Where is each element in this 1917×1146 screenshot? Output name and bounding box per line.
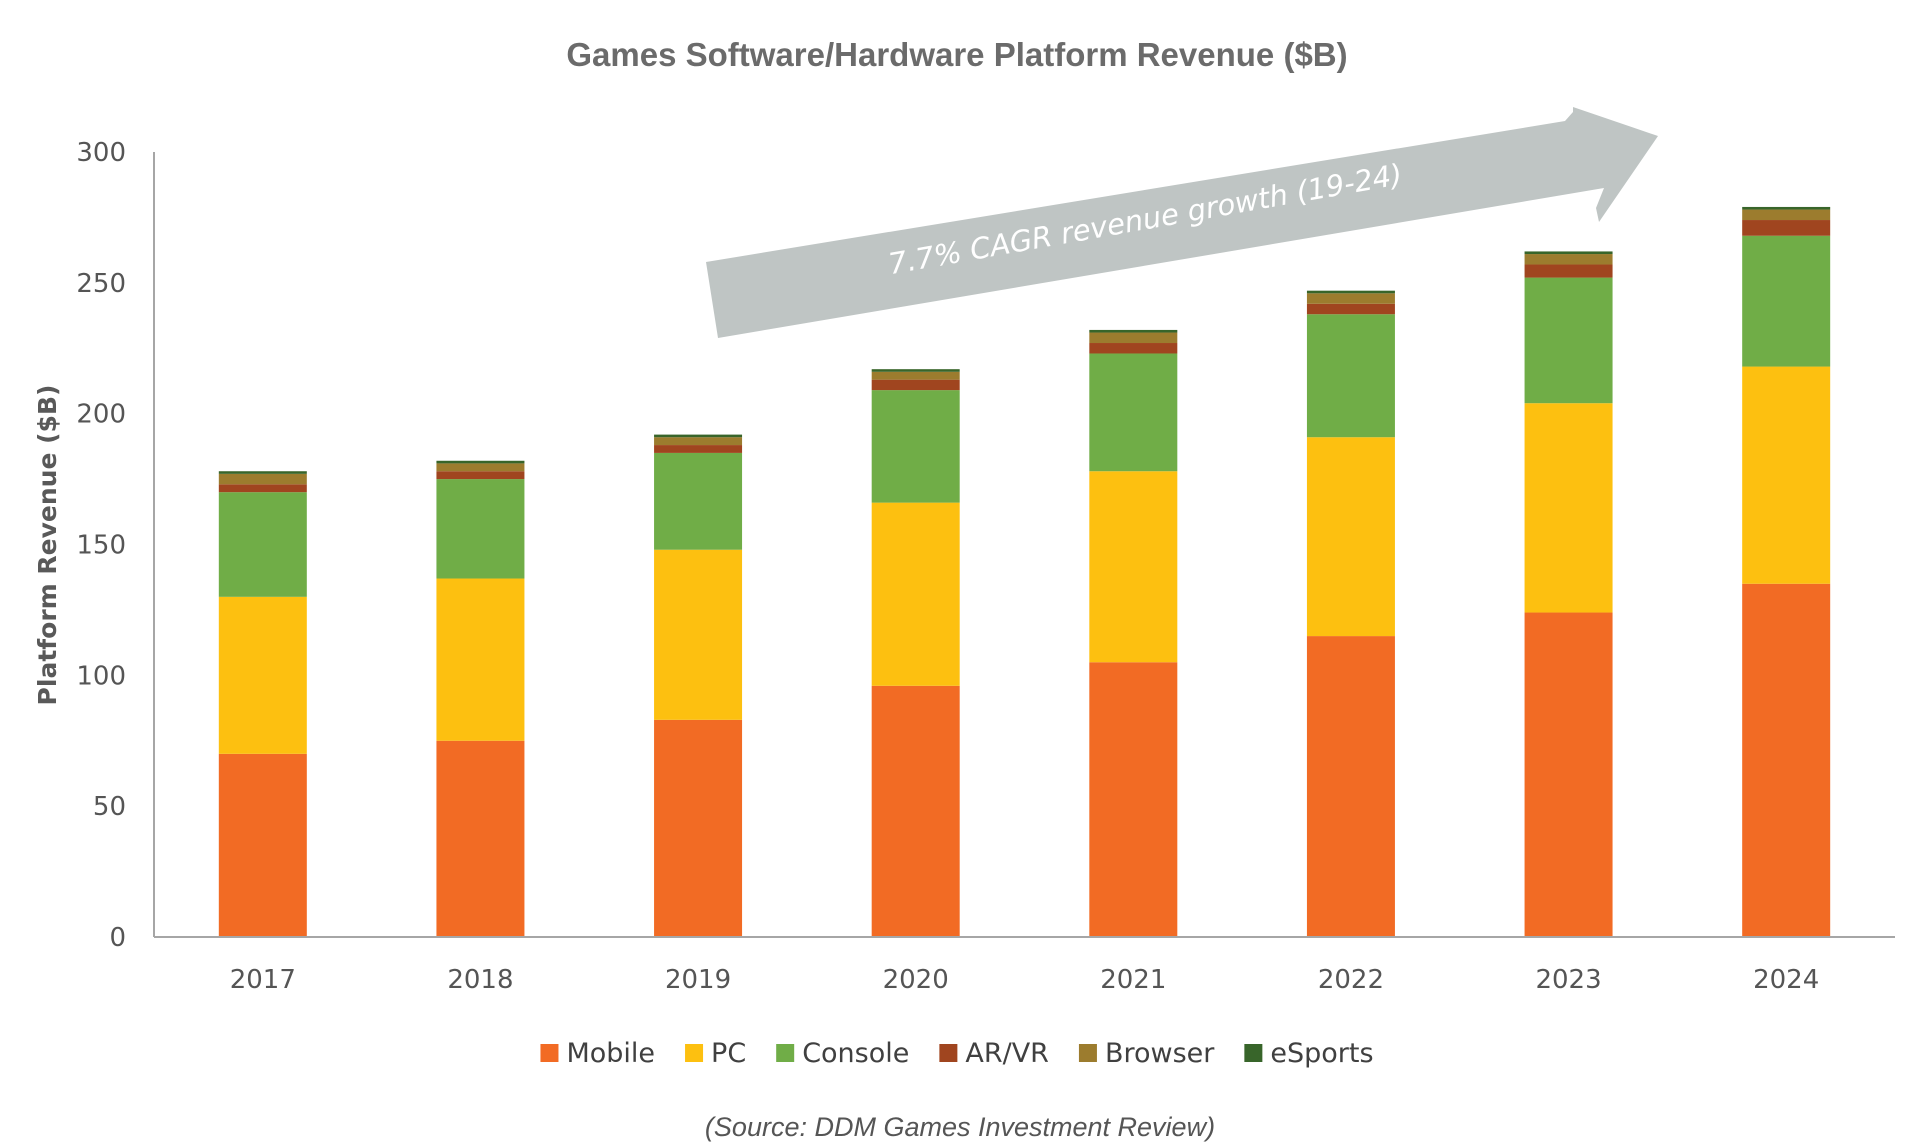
bar-segment-browser-2018 [436, 463, 525, 472]
bar-segment-console-2021 [1089, 353, 1178, 472]
y-tick-label: 300 [76, 138, 126, 168]
legend-swatch [1078, 1044, 1097, 1062]
cagr-arrow-shape [706, 107, 1658, 338]
bar-segment-esports-2017 [218, 471, 307, 474]
bar-segment-pc-2018 [436, 578, 525, 741]
bar-segment-ar-vr-2018 [436, 471, 525, 480]
y-tick-label: 200 [76, 400, 126, 430]
bar-segment-console-2020 [871, 390, 960, 503]
legend-label: AR/VR [965, 1038, 1049, 1069]
x-axis-ticks: 2017 2018 2019 2020 2021 2022 2023 2024 [230, 965, 1820, 995]
legend-swatch [1244, 1044, 1263, 1062]
bar-segment-mobile-2017 [218, 753, 307, 937]
bar-stacks [218, 206, 1831, 937]
legend-label: Browser [1105, 1038, 1215, 1069]
bar-segment-esports-2024 [1742, 206, 1831, 210]
legend-swatch [685, 1044, 704, 1062]
x-tick-label: 2024 [1753, 965, 1819, 995]
y-tick-label: 50 [93, 792, 126, 822]
axes [153, 152, 1895, 938]
bar-segment-browser-2021 [1089, 332, 1178, 344]
bar-segment-ar-vr-2023 [1524, 264, 1613, 278]
legend-label: Mobile [566, 1038, 655, 1069]
cagr-arrow-annotation: 7.7% CAGR revenue growth (19-24) [706, 107, 1658, 338]
bar-segment-mobile-2022 [1306, 636, 1395, 937]
bar-segment-pc-2022 [1306, 437, 1395, 637]
legend-label: eSports [1270, 1038, 1373, 1069]
bar-segment-console-2022 [1306, 314, 1395, 438]
bar-segment-pc-2017 [218, 596, 307, 754]
bar-segment-pc-2019 [654, 549, 743, 720]
bar-segment-console-2023 [1524, 277, 1613, 404]
bar-segment-console-2024 [1742, 235, 1831, 367]
source-note: (Source: DDM Games Investment Review) [705, 1112, 1215, 1142]
x-tick-label: 2021 [1100, 965, 1166, 995]
y-axis-label: Platform Revenue ($B) [33, 385, 62, 706]
bar-segment-ar-vr-2021 [1089, 343, 1178, 354]
bar-segment-browser-2017 [218, 473, 307, 485]
x-tick-label: 2019 [665, 965, 731, 995]
bar-segment-browser-2020 [871, 371, 960, 380]
legend-swatch [939, 1044, 958, 1062]
legend-label: Console [802, 1038, 909, 1069]
bar-segment-browser-2019 [654, 437, 743, 446]
bar-segment-mobile-2019 [654, 719, 743, 937]
x-tick-label: 2022 [1318, 965, 1384, 995]
bar-segment-pc-2021 [1089, 471, 1178, 663]
bar-segment-mobile-2020 [871, 685, 960, 937]
bar-segment-browser-2023 [1524, 254, 1613, 265]
bar-segment-esports-2021 [1089, 329, 1178, 333]
x-tick-label: 2017 [230, 965, 296, 995]
bar-segment-console-2017 [218, 492, 307, 597]
bar-segment-ar-vr-2024 [1742, 220, 1831, 236]
bar-segment-pc-2020 [871, 502, 960, 686]
y-tick-label: 0 [109, 923, 126, 953]
bar-segment-esports-2018 [436, 460, 525, 464]
bar-segment-ar-vr-2022 [1306, 303, 1395, 315]
bar-segment-ar-vr-2020 [871, 379, 960, 391]
legend-swatch [540, 1044, 559, 1062]
legend-label: PC [711, 1038, 746, 1069]
bar-segment-browser-2024 [1742, 209, 1831, 221]
bar-segment-mobile-2021 [1089, 662, 1178, 937]
bar-segment-pc-2023 [1524, 403, 1613, 613]
y-tick-label: 250 [76, 269, 126, 299]
bar-segment-esports-2023 [1524, 251, 1613, 255]
x-tick-label: 2018 [447, 965, 513, 995]
legend: Mobile PC Console AR/VR Browser eSports [540, 1038, 1374, 1069]
chart-title: Games Software/Hardware Platform Revenue… [566, 36, 1347, 73]
bar-segment-pc-2024 [1742, 366, 1831, 584]
x-tick-label: 2023 [1535, 965, 1601, 995]
y-tick-label: 100 [76, 661, 126, 691]
bar-segment-ar-vr-2019 [654, 445, 743, 453]
y-tick-label: 150 [76, 531, 126, 561]
bar-segment-mobile-2023 [1524, 612, 1613, 937]
bar-segment-ar-vr-2017 [218, 484, 307, 493]
bar-segment-mobile-2018 [436, 740, 525, 937]
bar-segment-esports-2019 [654, 434, 743, 438]
x-tick-label: 2020 [883, 965, 949, 995]
bar-segment-mobile-2024 [1742, 583, 1831, 937]
bar-segment-esports-2020 [871, 369, 960, 372]
y-axis-ticks: 0 50 100 150 200 250 300 [76, 138, 126, 953]
bar-segment-console-2018 [436, 479, 525, 579]
bar-segment-browser-2022 [1306, 293, 1395, 304]
bar-segment-console-2019 [654, 452, 743, 550]
legend-swatch [776, 1044, 795, 1062]
bar-segment-esports-2022 [1306, 290, 1395, 294]
